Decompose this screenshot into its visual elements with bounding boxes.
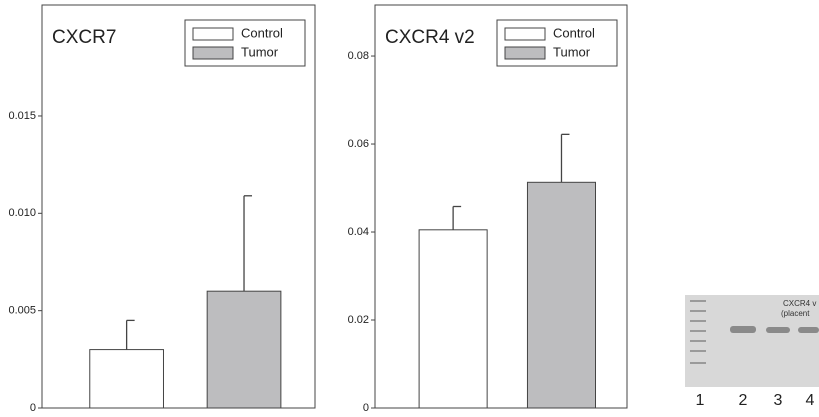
bar: [419, 230, 487, 408]
ladder-band: [690, 310, 706, 312]
y-tick-label: 0.06: [348, 138, 369, 150]
legend-label: Control: [553, 25, 595, 40]
gel-band: [798, 327, 819, 333]
page: {"chart_data": [ {"type": "bar", "title"…: [0, 0, 819, 417]
ladder-band: [690, 362, 706, 364]
gel-band: [730, 326, 756, 333]
ladder-band: [690, 330, 706, 332]
bar: [90, 350, 164, 408]
y-tick-label: 0.04: [348, 226, 369, 238]
ladder-band: [690, 320, 706, 322]
legend-label: Tumor: [553, 44, 591, 59]
y-tick-label: 0.08: [348, 50, 369, 62]
ladder-band: [690, 340, 706, 342]
chart-title: CXCR4 v2: [385, 27, 475, 48]
legend-swatch: [193, 28, 233, 40]
lane-label: 1: [696, 392, 705, 409]
lane-label: 2: [739, 392, 748, 409]
y-tick-label: 0.005: [8, 305, 36, 317]
legend-swatch: [505, 47, 545, 59]
legend-label: Control: [241, 25, 283, 40]
lane-label: 4: [806, 392, 815, 409]
legend-swatch: [193, 47, 233, 59]
gel-label: CXCR4 v: [783, 299, 816, 308]
y-tick-label: 0.010: [8, 207, 36, 219]
bar: [207, 291, 281, 408]
y-tick-label: 0.015: [8, 110, 36, 122]
legend-swatch: [505, 28, 545, 40]
y-tick-label: 0: [30, 402, 36, 412]
y-tick-label: 0.02: [348, 314, 369, 326]
gel-label: (placent: [781, 309, 810, 318]
ladder-band: [690, 300, 706, 302]
bar: [527, 182, 595, 408]
gel-band: [766, 327, 790, 333]
lane-label: 3: [774, 392, 783, 409]
y-tick-label: 0: [363, 402, 369, 412]
chart-title: CXCR7: [52, 27, 116, 48]
ladder-band: [690, 350, 706, 352]
figure: CXCR4 v (placent 1 2 3 4 0 0.005 0.010 0.01…: [0, 0, 819, 412]
legend-label: Tumor: [241, 44, 279, 59]
